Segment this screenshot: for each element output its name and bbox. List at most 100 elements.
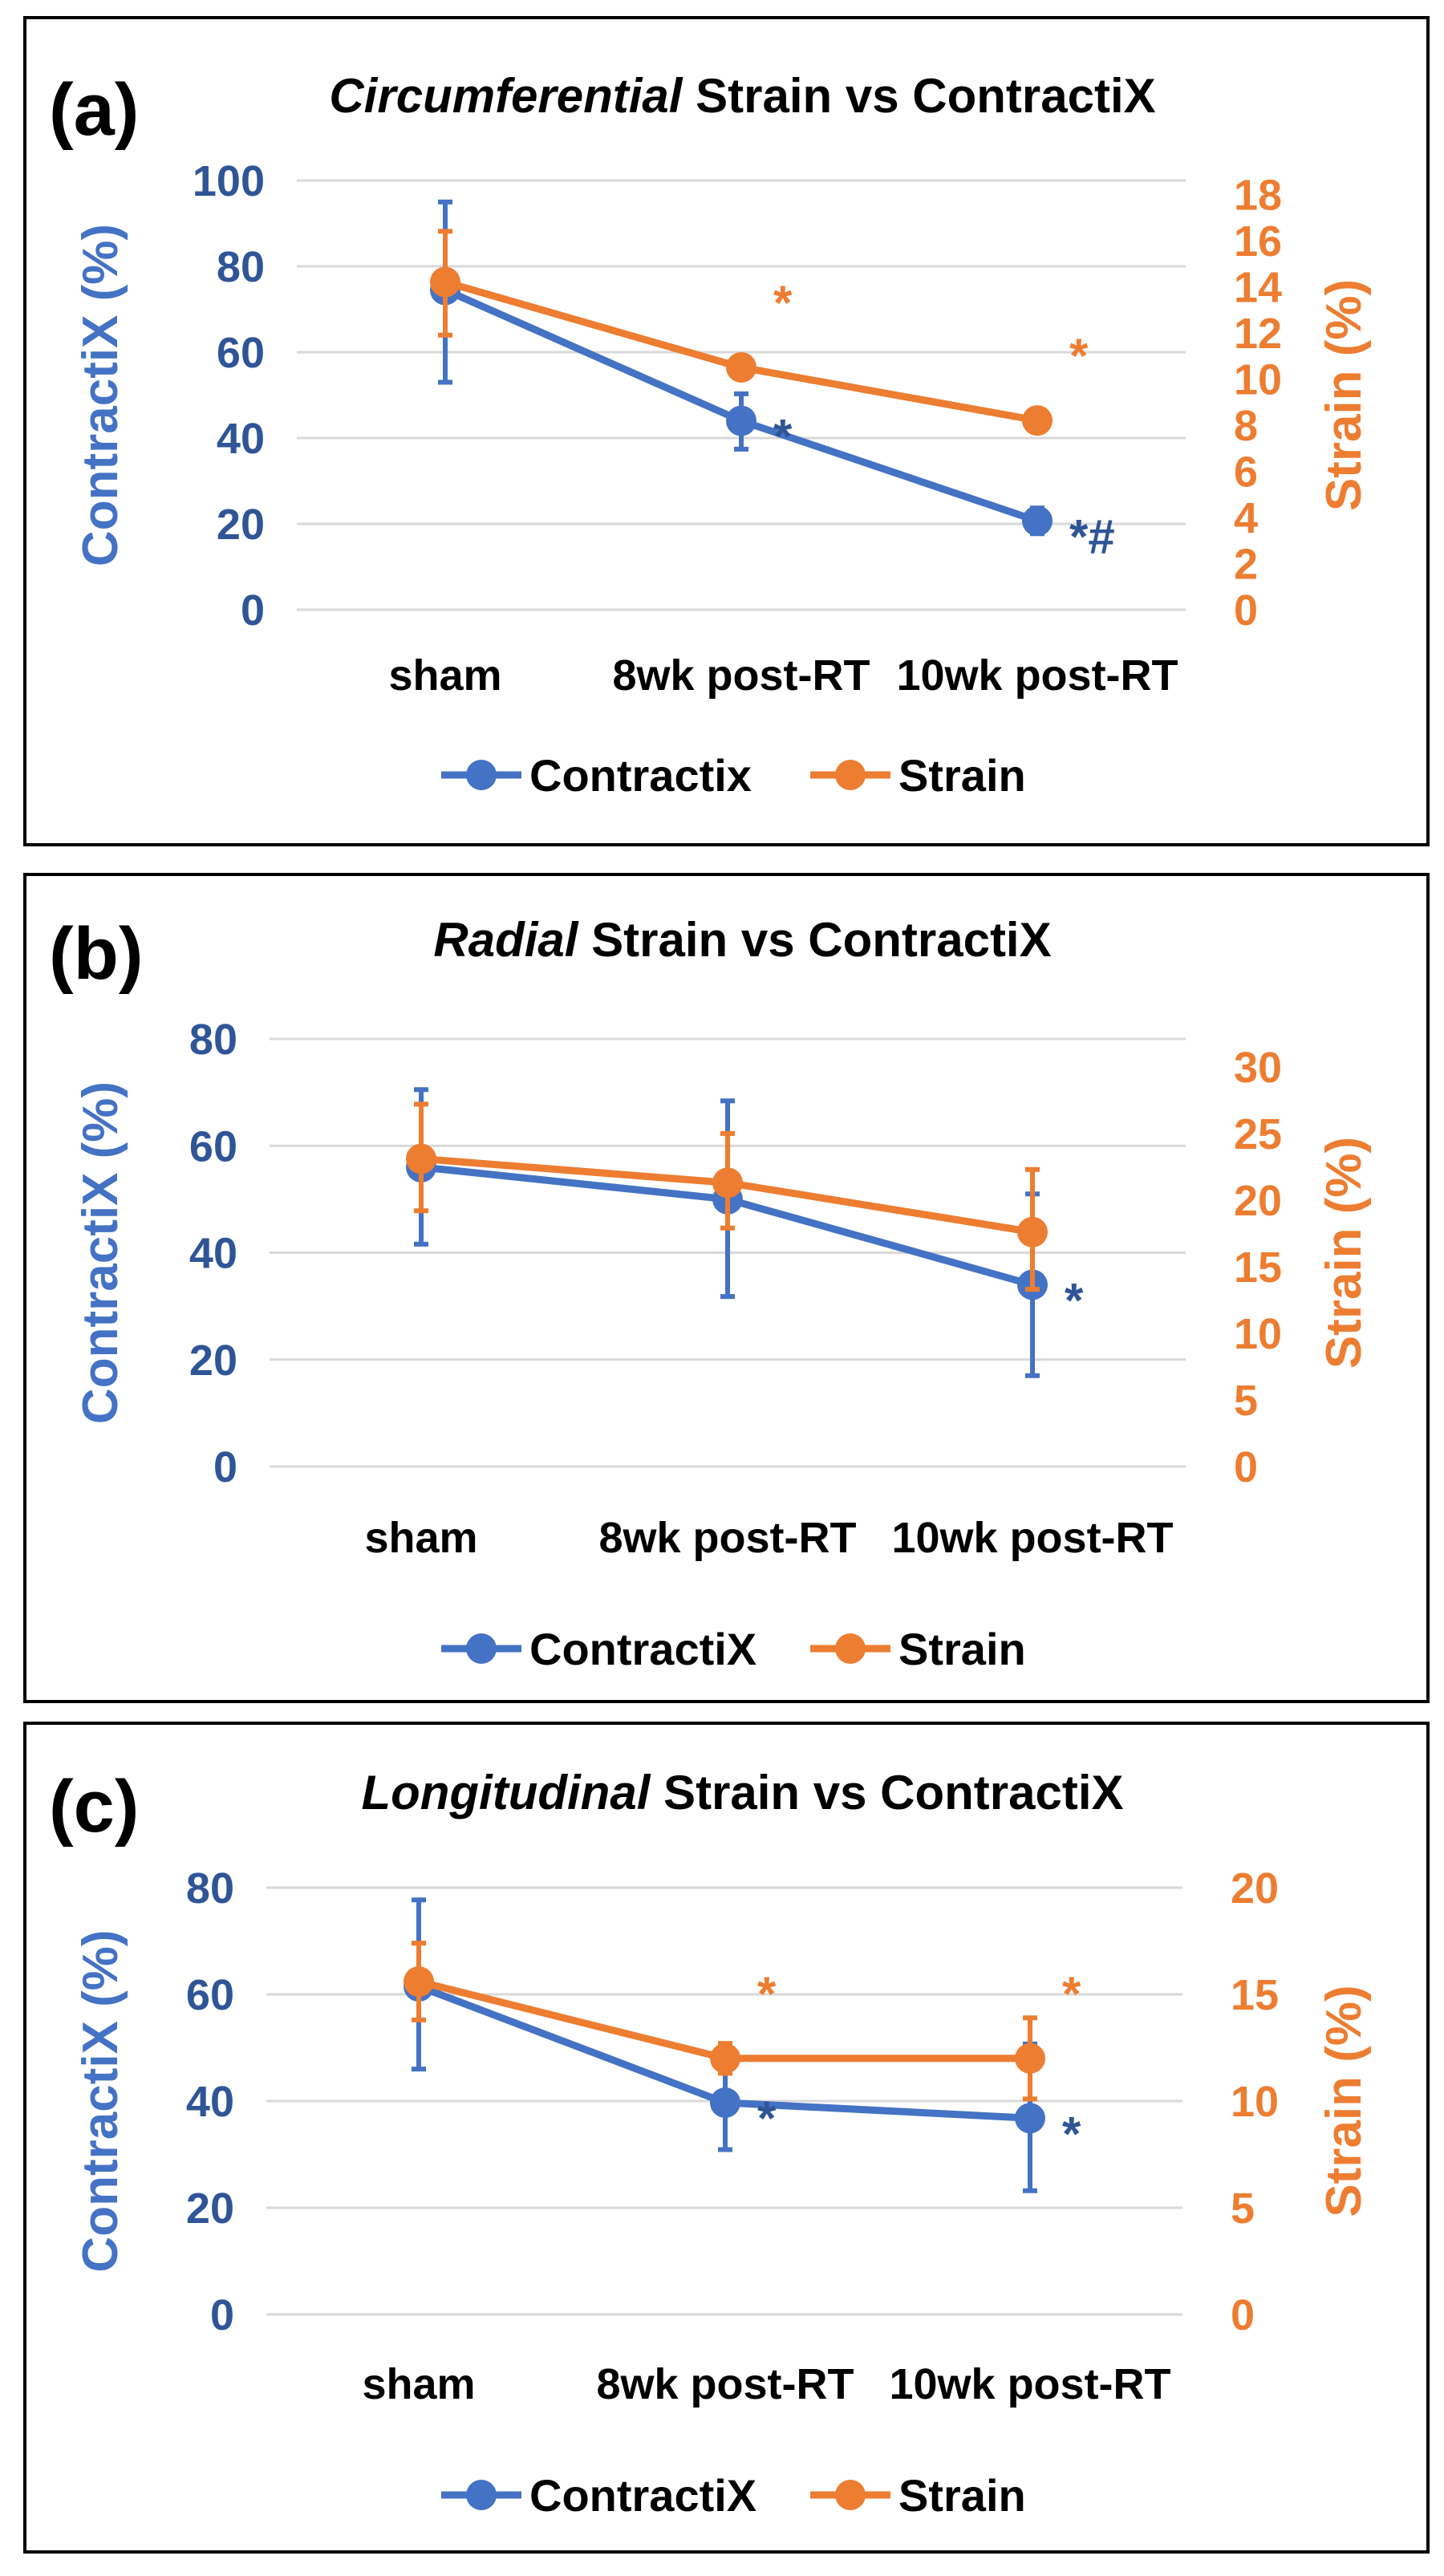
y-tick-label: 0 — [213, 1443, 237, 1491]
significance-marker: * — [1062, 1967, 1081, 2021]
legend-item-strain: Strain — [810, 2470, 1026, 2521]
legend-marker — [835, 2480, 866, 2510]
y2-tick-label: 20 — [1231, 1864, 1279, 1913]
y-tick-label: 20 — [217, 501, 265, 549]
legend-item-strain: Strain — [810, 1624, 1026, 1674]
y2-axis-title: Strain (%) — [1316, 1137, 1372, 1369]
y2-tick-label: 5 — [1231, 2185, 1255, 2233]
y-axis-title: ContractiX (%) — [73, 1081, 128, 1424]
x-tick-label: sham — [362, 2360, 475, 2408]
data-point — [1022, 405, 1053, 436]
y2-tick-label: 10 — [1231, 2078, 1279, 2126]
legend-marker — [466, 1633, 497, 1664]
chart-title-italic: Longitudinal — [361, 1766, 651, 1819]
y-axis-title: ContractiX (%) — [73, 224, 128, 566]
chart-title-rest: Strain vs ContractiX — [578, 913, 1051, 967]
data-point — [406, 1143, 436, 1174]
chart-title-rest: Strain vs ContractiX — [650, 1766, 1123, 1819]
y2-tick-label: 0 — [1234, 586, 1258, 635]
x-tick-label: 8wk post-RT — [596, 2360, 854, 2408]
y-tick-label: 60 — [189, 1122, 237, 1170]
legend-label: Contractix — [529, 750, 752, 801]
panel-label: (b) — [49, 913, 143, 995]
chart-title: Longitudinal Strain vs ContractiX — [361, 1766, 1123, 1819]
legend-marker — [466, 2480, 497, 2510]
significance-marker: * — [773, 276, 793, 330]
y2-tick-label: 6 — [1234, 448, 1258, 496]
y-tick-label: 0 — [210, 2291, 234, 2339]
data-point — [710, 2087, 740, 2118]
y-tick-label: 20 — [189, 1337, 237, 1385]
x-tick-label: sham — [388, 651, 501, 700]
legend-label: ContractiX — [529, 1624, 756, 1674]
legend-marker — [835, 760, 866, 790]
y2-tick-label: 8 — [1234, 402, 1258, 450]
y2-tick-label: 14 — [1234, 263, 1282, 311]
significance-marker: * — [773, 410, 793, 464]
chart-title: Radial Strain vs ContractiX — [433, 913, 1051, 967]
legend-marker — [835, 1633, 866, 1664]
x-tick-label: 10wk post-RT — [891, 1514, 1173, 1562]
chart-panel-a: (a) Circumferential Strain vs ContractiX 0… — [23, 16, 1430, 846]
y2-tick-label: 12 — [1234, 310, 1282, 358]
y-tick-label: 60 — [186, 1971, 234, 2019]
y-tick-label: 60 — [217, 329, 265, 377]
y-tick-label: 0 — [241, 586, 265, 635]
y2-tick-label: 30 — [1234, 1044, 1282, 1092]
chart-title-italic: Radial — [433, 913, 578, 967]
legend-item-contractix: Contractix — [441, 750, 752, 801]
chart-title-italic: Circumferential — [329, 69, 683, 123]
y2-tick-label: 2 — [1234, 540, 1258, 588]
x-tick-label: 8wk post-RT — [598, 1514, 856, 1562]
legend-label: Strain — [898, 1624, 1026, 1674]
y2-tick-label: 18 — [1234, 171, 1282, 219]
data-point — [1015, 2043, 1045, 2074]
y2-tick-label: 0 — [1234, 1443, 1258, 1491]
y-tick-label: 20 — [186, 2185, 234, 2233]
chart-panel-c: (c) Longitudinal Strain vs ContractiX 0 20 4… — [23, 1722, 1430, 2554]
data-point — [726, 405, 756, 436]
panel-border — [23, 16, 1430, 846]
y2-axis-title: Strain (%) — [1316, 279, 1372, 511]
y-tick-label: 40 — [217, 415, 265, 463]
x-tick-label: 10wk post-RT — [889, 2360, 1170, 2408]
chart-title: Circumferential Strain vs ContractiX — [329, 69, 1155, 123]
x-tick-label: sham — [364, 1514, 477, 1562]
y2-tick-label: 20 — [1234, 1177, 1282, 1225]
data-point — [430, 266, 460, 298]
y2-tick-label: 15 — [1234, 1243, 1282, 1292]
panel-label: (c) — [49, 1766, 139, 1848]
y2-tick-label: 10 — [1234, 1310, 1282, 1358]
significance-marker: * — [757, 2091, 777, 2145]
y-tick-label: 80 — [186, 1864, 234, 1913]
panel-label: (a) — [49, 69, 139, 151]
legend-item-strain: Strain — [810, 750, 1026, 801]
y-tick-label: 80 — [189, 1016, 237, 1064]
y2-tick-label: 10 — [1234, 355, 1282, 404]
legend-marker — [466, 760, 497, 790]
data-point — [710, 2043, 740, 2074]
significance-marker: * — [757, 1967, 777, 2021]
data-point — [404, 1966, 434, 1998]
y2-axis-title: Strain (%) — [1316, 1985, 1372, 2217]
legend-label: Strain — [898, 2470, 1026, 2521]
significance-marker: *# — [1069, 509, 1115, 563]
data-point — [1022, 505, 1053, 537]
data-point — [1017, 1216, 1048, 1247]
legend-label: Strain — [898, 750, 1026, 801]
x-tick-label: 8wk post-RT — [612, 651, 870, 700]
significance-marker: * — [1069, 329, 1089, 383]
significance-marker: * — [1062, 2107, 1081, 2160]
chart-title-rest: Strain vs ContractiX — [682, 69, 1155, 123]
y2-tick-label: 15 — [1231, 1971, 1279, 2019]
data-point — [726, 351, 756, 383]
y-tick-label: 100 — [193, 157, 265, 205]
significance-marker: * — [1065, 1273, 1084, 1327]
data-point — [1015, 2103, 1045, 2134]
y-tick-label: 40 — [189, 1230, 237, 1278]
y-tick-label: 80 — [217, 243, 265, 291]
y2-tick-label: 4 — [1234, 494, 1258, 542]
y-tick-label: 40 — [186, 2078, 234, 2126]
data-point — [712, 1167, 743, 1199]
